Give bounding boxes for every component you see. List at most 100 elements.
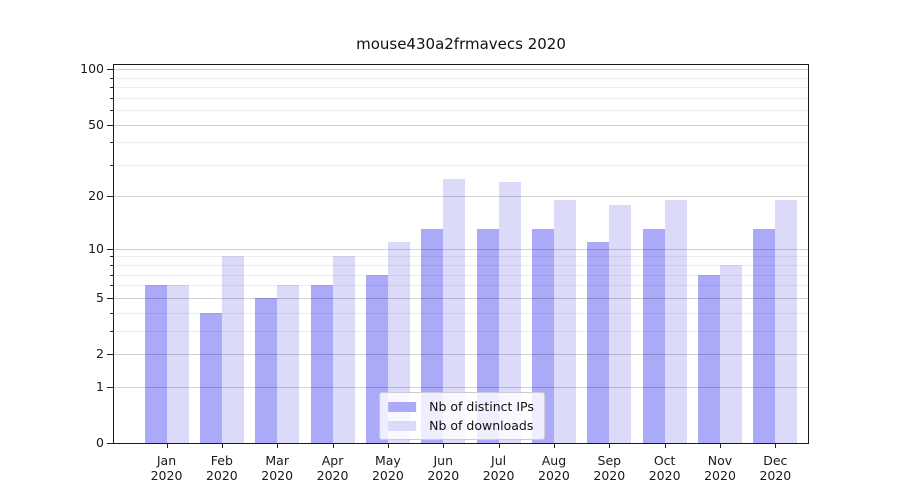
major-gridline-50 (114, 124, 808, 126)
x-tick-year: 2020 (538, 468, 570, 483)
y-tick-mark-1 (107, 386, 113, 388)
x-tick-mark-jul (498, 444, 500, 448)
legend-swatch-downloads (388, 420, 417, 431)
x-tick-year: 2020 (482, 468, 515, 483)
x-tick-label-nov: Nov 2020 (692, 453, 748, 483)
x-tick-month: Jun (433, 453, 454, 468)
bar-distinct-ips-sep (587, 241, 610, 443)
bar-distinct-ips-jul (476, 229, 499, 443)
y-tick-mark-0 (107, 443, 113, 444)
x-tick-month: Jan (156, 453, 177, 468)
y-minor-tick-mark-90 (110, 77, 113, 79)
y-minor-tick-mark-8 (110, 265, 113, 267)
minor-gridline-3 (114, 330, 808, 332)
minor-gridline-90 (114, 77, 808, 79)
major-gridline-1 (114, 386, 808, 388)
x-tick-month: Aug (541, 453, 567, 468)
y-tick-mark-5 (107, 297, 113, 299)
x-tick-month: Oct (653, 453, 676, 468)
legend-entry-distinct-ips: Nb of distinct IPs (388, 399, 534, 414)
bar-downloads-jul (498, 182, 521, 443)
legend-swatch-distinct-ips (388, 401, 417, 412)
y-tick-label-100: 100 (80, 61, 104, 77)
x-tick-month: May (374, 453, 401, 468)
x-tick-year: 2020 (648, 468, 681, 483)
x-tick-mark-may (387, 444, 389, 448)
x-tick-year: 2020 (205, 468, 238, 483)
x-tick-month: Jul (491, 453, 507, 468)
minor-gridline-30 (114, 164, 808, 166)
bar-downloads-oct (664, 200, 687, 443)
minor-gridline-60 (114, 110, 808, 112)
minor-gridline-8 (114, 265, 808, 267)
y-minor-tick-mark-7 (110, 274, 113, 276)
bar-distinct-ips-oct (642, 229, 665, 443)
y-tick-label-5: 5 (96, 289, 104, 305)
y-tick-label-10: 10 (88, 240, 104, 256)
bar-distinct-ips-feb (199, 312, 222, 443)
y-tick-mark-100 (107, 69, 113, 71)
x-tick-year: 2020 (316, 468, 349, 483)
minor-gridline-6 (114, 285, 808, 287)
x-tick-mark-feb (221, 444, 223, 448)
major-gridline-2 (114, 354, 808, 355)
x-tick-mark-aug (553, 444, 555, 448)
y-tick-mark-20 (107, 196, 113, 198)
x-tick-label-apr: Apr 2020 (305, 453, 361, 483)
bar-distinct-ips-apr (310, 285, 333, 443)
x-tick-mark-mar (277, 444, 279, 448)
y-minor-tick-mark-70 (110, 97, 113, 99)
chart-title: mouse430a2frmavecs 2020 (356, 35, 566, 53)
x-tick-mark-oct (664, 444, 666, 448)
x-tick-year: 2020 (704, 468, 736, 483)
x-tick-label-mar: Mar 2020 (249, 453, 305, 483)
x-tick-label-feb: Feb 2020 (194, 453, 250, 483)
bar-downloads-jun (443, 179, 466, 443)
bar-downloads-feb (221, 256, 244, 443)
minor-gridline-70 (114, 97, 808, 99)
x-tick-year: 2020 (759, 468, 792, 483)
y-minor-tick-mark-3 (110, 330, 113, 332)
y-minor-tick-mark-6 (110, 285, 113, 287)
plot-area (113, 64, 809, 444)
major-gridline-20 (114, 196, 808, 198)
bar-distinct-ips-mar (255, 297, 278, 443)
major-gridline-100 (114, 69, 808, 71)
x-tick-mark-dec (775, 444, 777, 448)
y-tick-label-50: 50 (88, 116, 104, 132)
x-tick-mark-jun (443, 444, 445, 448)
minor-gridline-80 (114, 87, 808, 89)
x-tick-year: 2020 (261, 468, 294, 483)
y-minor-tick-mark-30 (110, 164, 113, 166)
x-tick-month: Mar (265, 453, 289, 468)
y-minor-tick-mark-4 (110, 312, 113, 314)
x-tick-label-jun: Jun 2020 (415, 453, 471, 483)
y-tick-mark-50 (107, 124, 113, 126)
bar-downloads-sep (609, 204, 632, 443)
x-tick-year: 2020 (593, 468, 626, 483)
bar-distinct-ips-aug (531, 229, 554, 443)
y-tick-label-0: 0 (96, 435, 104, 450)
y-tick-label-1: 1 (96, 378, 104, 394)
x-tick-month: Nov (707, 453, 733, 468)
x-tick-mark-sep (609, 444, 611, 448)
x-tick-label-sep: Sep 2020 (581, 453, 637, 483)
x-tick-mark-nov (720, 444, 721, 448)
legend-label-distinct-ips: Nb of distinct IPs (429, 399, 534, 414)
major-gridline-10 (114, 248, 808, 250)
x-tick-month: Dec (763, 453, 788, 468)
x-tick-label-oct: Oct 2020 (637, 453, 693, 483)
y-minor-tick-mark-80 (110, 87, 113, 89)
y-tick-mark-2 (107, 354, 113, 355)
x-tick-mark-apr (332, 444, 334, 448)
y-tick-label-2: 2 (96, 346, 104, 361)
x-tick-label-may: May 2020 (360, 453, 416, 483)
x-tick-label-jan: Jan 2020 (139, 453, 195, 483)
bar-downloads-apr (332, 256, 355, 443)
y-tick-mark-10 (107, 248, 113, 250)
minor-gridline-9 (114, 256, 808, 258)
minor-gridline-40 (114, 142, 808, 144)
x-tick-month: Feb (210, 453, 233, 468)
x-tick-month: Sep (597, 453, 622, 468)
